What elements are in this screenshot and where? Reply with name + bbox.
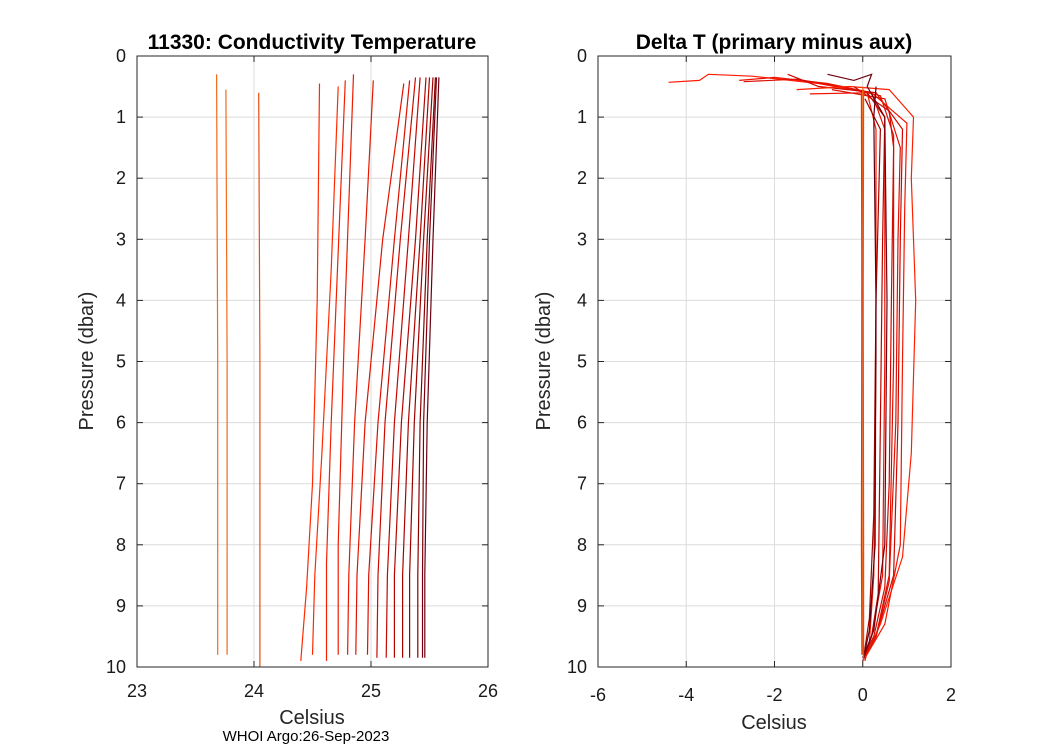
profile-line-p13 [393,77,427,658]
y-axis-label: Pressure (dbar) [76,292,98,431]
grid [136,55,489,668]
x-tick-label: 24 [244,681,264,701]
footer-credit: WHOI Argo:26-Sep-2023 [223,728,390,745]
profile-line-d6 [809,92,908,659]
delta-t-chart: -6 -4 -2 0 2 0 1 2 3 4 5 6 7 8 9 10 Delta T (primary mi… [533,31,956,734]
y-tick-label: 2 [116,168,126,188]
x-tick-label: 25 [361,681,381,701]
y-tick-label: 3 [116,229,126,249]
profiles [216,74,440,667]
x-tick-label: 2 [946,685,956,705]
y-tick-label: 3 [577,229,587,249]
y-tick-label: 6 [116,413,126,433]
profile-line-p16 [417,77,436,658]
y-tick-label: 0 [116,46,126,66]
y-tick-label: 2 [577,168,587,188]
x-tick-label: 26 [478,681,498,701]
profile-line-d10 [863,98,882,658]
profile-line-d1 [668,73,877,662]
profile-line-p1 [216,74,219,655]
x-tick-label: 23 [127,681,147,701]
x-tick-label: -6 [590,685,606,705]
profile-line-p5 [311,86,339,655]
profile-line-p11 [376,77,417,658]
y-tick-label: 1 [116,107,126,127]
profile-line-p7 [337,74,355,655]
profile-line-d11 [827,73,888,659]
y-tick-label: 5 [116,352,126,372]
x-tick-label: -4 [678,685,694,705]
profile-line-p14 [402,77,431,658]
y-tick-label: 9 [577,596,587,616]
profile-line-d15 [860,92,863,655]
x-axis-label: Celsius [279,707,345,729]
profile-line-d12 [863,86,877,658]
profile-line-d8 [853,86,895,659]
y-tick-label: 7 [116,474,126,494]
y-tick-label: 1 [577,107,587,127]
y-tick-label: 4 [577,290,587,310]
y-tick-label: 6 [577,413,587,433]
y-tick-label: 8 [577,535,587,555]
profile-line-p9 [355,83,405,655]
y-tick-label: 7 [577,474,587,494]
x-tick-label: -2 [766,685,782,705]
profile-line-p17 [421,77,438,658]
y-tick-label: 10 [567,657,587,677]
y-axis-label: Pressure (dbar) [533,292,555,431]
profile-line-p3 [258,92,261,667]
y-tick-label: 9 [116,596,126,616]
chart-title: 11330: Conductivity Temperature [148,31,477,54]
profile-line-p4 [300,83,321,661]
y-tick-label: 5 [577,352,587,372]
profile-line-p12 [385,77,421,658]
x-axis-label: Celsius [741,712,807,734]
profile-line-d7 [831,89,901,659]
profile-line-p18 [424,77,440,658]
profiles [668,73,917,662]
x-tick-label: 0 [858,685,868,705]
profile-line-p6 [325,80,346,661]
axis-ticks: -6 -4 -2 0 2 0 1 2 3 4 5 6 7 8 9 10 [567,46,956,705]
y-tick-label: 10 [106,657,126,677]
y-tick-label: 4 [116,290,126,310]
profile-line-p2 [225,89,228,655]
profile-line-d4 [787,73,904,662]
y-tick-label: 8 [116,535,126,555]
chart-title: Delta T (primary minus aux) [636,31,913,54]
profile-line-p10 [366,80,411,655]
grid [597,55,952,668]
y-tick-label: 0 [577,46,587,66]
profile-line-p15 [409,77,434,658]
profile-line-p8 [347,80,374,655]
profile-line-d5 [796,85,917,659]
